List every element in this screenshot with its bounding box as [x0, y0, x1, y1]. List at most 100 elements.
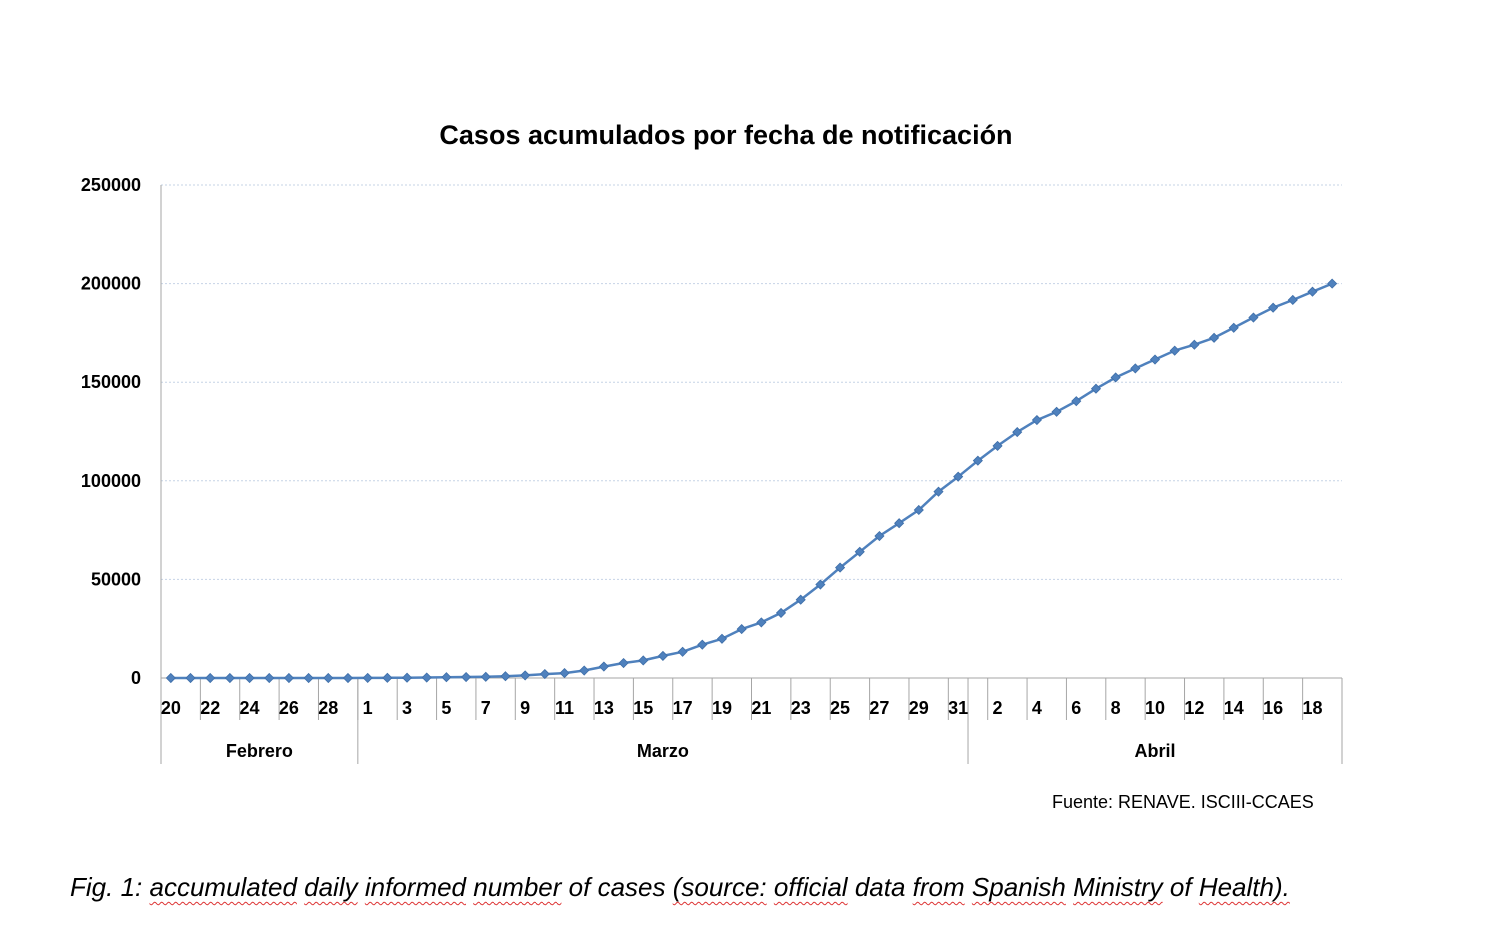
data-point	[224, 672, 235, 684]
data-point	[500, 671, 511, 682]
month-label: Marzo	[637, 741, 689, 761]
data-point	[953, 471, 964, 482]
x-tick-label: 14	[1224, 698, 1244, 718]
data-point	[638, 655, 649, 666]
data-point	[264, 672, 275, 684]
source-note: Fuente: RENAVE. ISCIII-CCAES	[1052, 792, 1314, 812]
caption-word: informed	[364, 872, 467, 902]
x-tick-label: 15	[633, 698, 653, 718]
caption-word: official	[773, 872, 848, 902]
caption-word: Health).	[1198, 872, 1290, 902]
caption-word: from	[912, 872, 965, 902]
month-label: Febrero	[226, 741, 293, 761]
y-tick-label: 150000	[81, 372, 141, 392]
x-tick-label: 31	[948, 698, 968, 718]
x-tick-label: 20	[161, 698, 181, 718]
caption-prefix: Fig. 1:	[70, 872, 150, 902]
data-point	[1110, 372, 1121, 383]
caption-word: Spanish	[971, 872, 1066, 902]
data-point	[480, 671, 491, 682]
data-point	[559, 668, 570, 679]
data-point	[854, 546, 865, 557]
caption-word: of	[568, 872, 591, 902]
data-point	[913, 504, 924, 516]
x-tick-label: 26	[279, 698, 299, 718]
data-point	[598, 661, 609, 672]
x-tick-label: 11	[555, 698, 574, 718]
x-tick-label: 12	[1184, 698, 1204, 718]
data-point	[165, 672, 176, 684]
x-tick-label: 21	[751, 698, 771, 718]
y-tick-label: 50000	[91, 569, 141, 589]
data-point	[1228, 322, 1239, 333]
data-point	[1189, 339, 1200, 350]
y-tick-label: 100000	[81, 471, 141, 491]
data-point	[1071, 396, 1082, 407]
data-point	[401, 672, 413, 683]
x-tick-label: 22	[200, 698, 220, 718]
data-point	[1327, 278, 1338, 289]
x-tick-label: 27	[869, 698, 889, 718]
data-point	[283, 672, 295, 684]
data-point	[421, 672, 432, 683]
caption-text: accumulated daily informed number of cas…	[149, 872, 1289, 902]
data-point	[1268, 302, 1279, 313]
caption-word: number	[473, 872, 562, 902]
x-tick-label: 16	[1263, 698, 1283, 718]
data-point	[1248, 312, 1259, 323]
data-point	[1051, 406, 1062, 417]
data-point	[697, 639, 708, 650]
data-point	[244, 672, 255, 684]
data-point	[185, 672, 196, 684]
x-tick-label: 9	[520, 698, 530, 718]
data-point	[736, 624, 747, 635]
caption-word: (source:	[672, 872, 767, 902]
y-tick-label: 0	[131, 668, 141, 688]
data-point	[1149, 354, 1161, 365]
data-point	[441, 672, 452, 683]
data-point	[874, 530, 885, 542]
data-point	[342, 672, 354, 684]
data-point	[579, 665, 590, 676]
x-tick-label: 17	[673, 698, 693, 718]
x-tick-label: 10	[1145, 698, 1165, 718]
data-point	[894, 518, 905, 529]
data-point	[205, 672, 216, 684]
caption-word: data	[854, 872, 906, 902]
caption-word: accumulated	[149, 872, 297, 902]
month-label: Abril	[1135, 741, 1176, 761]
data-point	[775, 607, 787, 618]
data-point	[716, 633, 728, 644]
data-point	[1307, 286, 1318, 297]
x-tick-label: 28	[318, 698, 338, 718]
x-tick-label: 7	[481, 698, 491, 718]
data-point	[1012, 427, 1023, 438]
data-point	[992, 440, 1003, 451]
data-point	[1287, 294, 1298, 306]
data-point	[1031, 414, 1042, 426]
y-tick-label: 250000	[81, 175, 141, 195]
x-tick-label: 24	[240, 698, 260, 718]
data-point	[795, 594, 806, 605]
data-point	[461, 671, 472, 683]
x-tick-label: 5	[441, 698, 451, 718]
x-tick-label: 25	[830, 698, 850, 718]
figure-caption: Fig. 1: accumulated daily informed numbe…	[70, 872, 1290, 903]
data-point	[972, 455, 983, 466]
x-tick-label: 2	[993, 698, 1003, 718]
data-point	[520, 670, 531, 681]
data-point	[362, 672, 373, 683]
y-tick-label: 200000	[81, 274, 141, 294]
x-tick-label: 4	[1032, 698, 1042, 718]
data-point	[1090, 383, 1102, 394]
x-tick-label: 13	[594, 698, 614, 718]
x-tick-label: 29	[909, 698, 929, 718]
data-point	[815, 579, 826, 590]
data-point	[1130, 363, 1141, 374]
data-point	[657, 650, 668, 661]
x-tick-label: 19	[712, 698, 732, 718]
data-point	[323, 672, 334, 684]
caption-word: Ministry	[1073, 872, 1163, 902]
data-point	[1208, 332, 1220, 343]
data-point	[756, 617, 767, 628]
